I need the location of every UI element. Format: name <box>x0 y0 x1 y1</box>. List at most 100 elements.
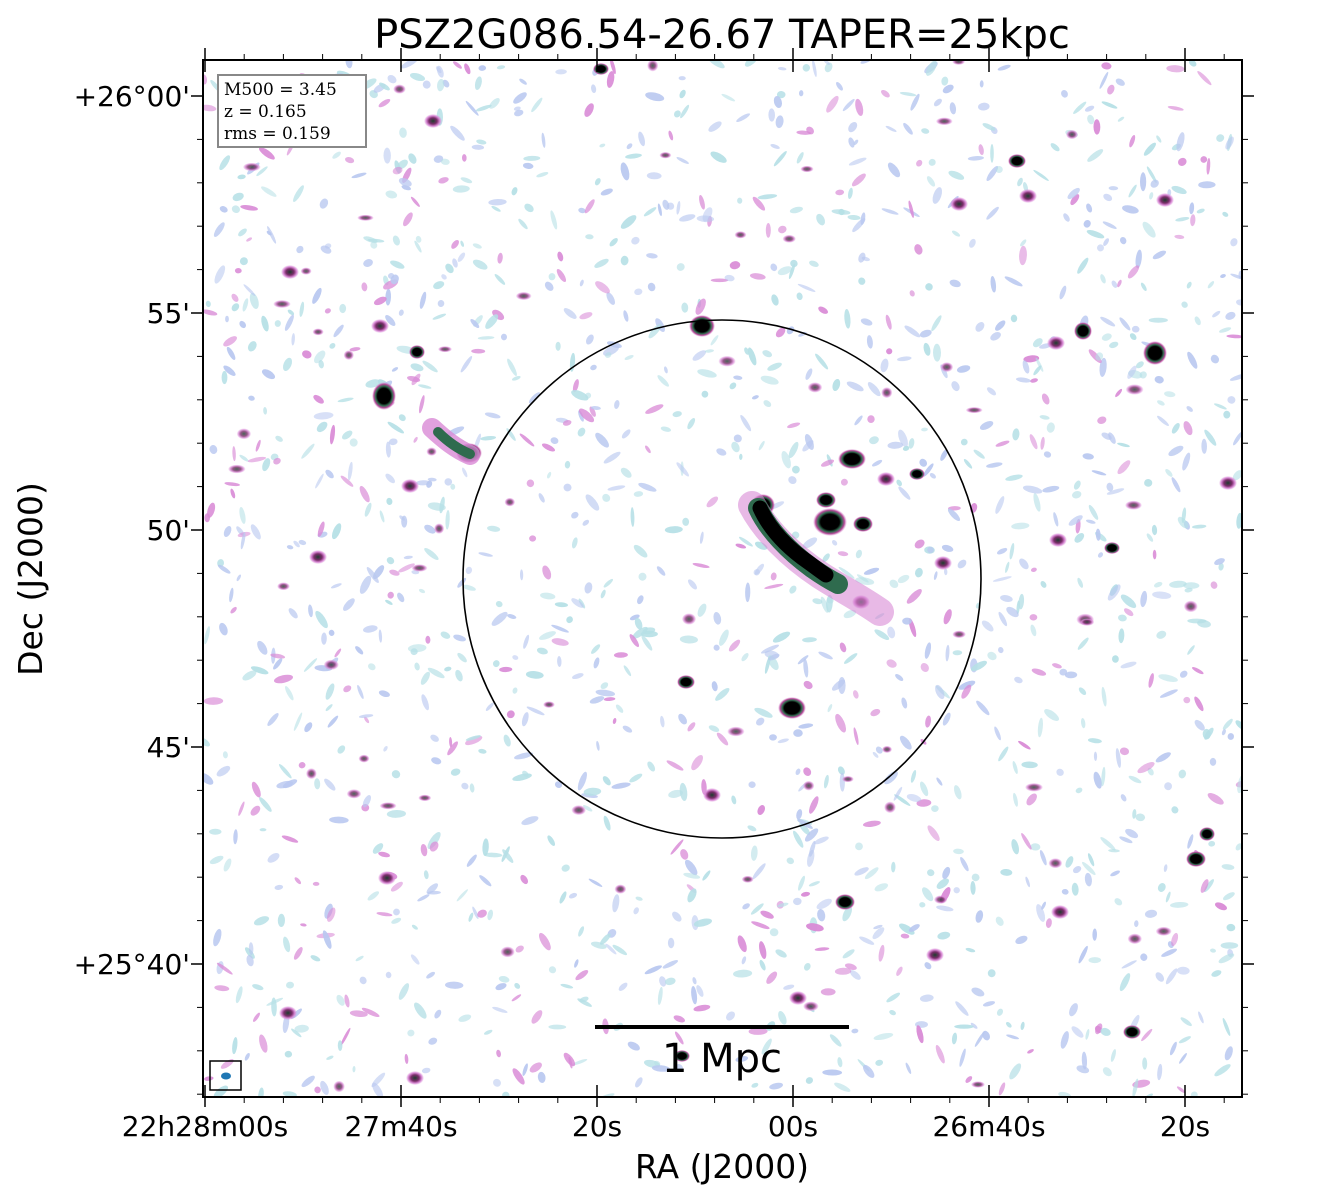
noise-speckle <box>204 626 210 645</box>
noise-speckle <box>521 712 529 727</box>
noise-speckle <box>372 843 384 854</box>
noise-speckle <box>366 567 379 583</box>
noise-speckle <box>995 165 1003 174</box>
noise-speckle <box>1232 470 1242 481</box>
noise-speckle <box>502 849 514 863</box>
noise-speckle <box>1103 193 1113 202</box>
noise-speckle <box>754 541 768 550</box>
noise-speckle <box>1184 587 1193 593</box>
noise-speckle <box>1012 761 1018 774</box>
noise-speckle <box>752 196 766 211</box>
noise-speckle <box>924 962 932 970</box>
noise-speckle <box>998 1082 1006 1096</box>
noise-speckle <box>314 778 321 790</box>
noise-speckle <box>759 941 767 960</box>
noise-speckle <box>916 159 923 167</box>
noise-speckle <box>978 144 984 156</box>
noise-speckle <box>954 1024 974 1029</box>
noise-speckle <box>644 965 662 975</box>
noise-speckle <box>522 1063 528 1077</box>
noise-speckle <box>407 1029 415 1037</box>
noise-speckle <box>1068 515 1083 526</box>
noise-speckle <box>925 60 937 76</box>
noise-speckle <box>239 320 247 329</box>
noise-speckle <box>615 704 624 713</box>
noise-speckle <box>1194 316 1201 326</box>
noise-speckle <box>469 783 475 793</box>
noise-speckle <box>936 878 949 889</box>
noise-speckle <box>1093 771 1102 789</box>
noise-speckle <box>421 694 430 711</box>
noise-speckle <box>390 260 405 269</box>
noise-speckle <box>518 218 528 230</box>
noise-speckle <box>634 288 643 296</box>
noise-speckle <box>1192 524 1207 529</box>
noise-speckle <box>250 524 261 540</box>
noise-speckle <box>940 449 948 461</box>
noise-speckle <box>662 199 670 210</box>
noise-speckle <box>721 93 736 102</box>
noise-speckle <box>478 748 487 754</box>
noise-speckle <box>441 274 447 280</box>
noise-speckle <box>294 1024 309 1033</box>
noise-speckle <box>920 663 929 672</box>
noise-speckle <box>238 228 247 237</box>
noise-speckle <box>943 609 952 625</box>
noise-speckle <box>1179 1053 1187 1064</box>
noise-speckle <box>263 407 268 415</box>
noise-speckle <box>851 173 866 187</box>
noise-speckle <box>261 315 269 332</box>
noise-speckle <box>881 208 899 215</box>
noise-speckle <box>860 60 874 64</box>
noise-speckle <box>472 259 488 270</box>
noise-speckle <box>1115 748 1121 768</box>
noise-speckle <box>239 257 248 266</box>
noise-speckle <box>645 404 664 414</box>
noise-speckle <box>738 536 753 547</box>
faint-source <box>306 768 317 780</box>
noise-speckle <box>574 959 579 968</box>
noise-speckle <box>692 350 707 361</box>
noise-speckle <box>925 283 933 291</box>
noise-speckle <box>760 375 779 385</box>
faint-source <box>500 946 515 958</box>
noise-speckle <box>324 308 331 314</box>
noise-speckle <box>668 130 674 141</box>
noise-speckle <box>836 81 843 91</box>
noise-speckle <box>613 652 628 658</box>
noise-speckle <box>935 1044 945 1064</box>
noise-speckle <box>1122 205 1139 214</box>
noise-speckle <box>695 298 706 315</box>
noise-speckle <box>922 887 934 902</box>
noise-speckle <box>336 994 345 1006</box>
noise-speckle <box>239 506 246 524</box>
noise-speckle <box>577 998 592 1007</box>
noise-speckle <box>1171 477 1181 493</box>
noise-speckle <box>409 72 426 82</box>
noise-speckle <box>388 438 398 446</box>
noise-speckle <box>1186 406 1193 412</box>
noise-speckle <box>880 358 889 373</box>
noise-speckle <box>757 194 778 200</box>
noise-speckle <box>657 203 662 217</box>
noise-speckle <box>223 365 236 376</box>
noise-speckle <box>387 421 405 434</box>
noise-speckle <box>809 260 819 267</box>
noise-speckle <box>485 702 494 711</box>
noise-speckle <box>526 706 545 716</box>
noise-speckle <box>612 717 617 725</box>
noise-speckle <box>1036 904 1046 922</box>
noise-speckle <box>941 544 954 552</box>
noise-speckle <box>1110 870 1120 877</box>
noise-speckle <box>681 302 689 313</box>
noise-speckle <box>293 185 304 202</box>
noise-speckle <box>449 737 453 748</box>
faint-source <box>741 875 754 883</box>
noise-speckle <box>242 298 249 312</box>
noise-speckle <box>990 276 997 293</box>
noise-speckle <box>414 662 420 671</box>
noise-speckle <box>775 327 786 338</box>
noise-speckle <box>716 732 729 746</box>
noise-speckle <box>231 205 240 214</box>
noise-speckle <box>1211 970 1222 977</box>
